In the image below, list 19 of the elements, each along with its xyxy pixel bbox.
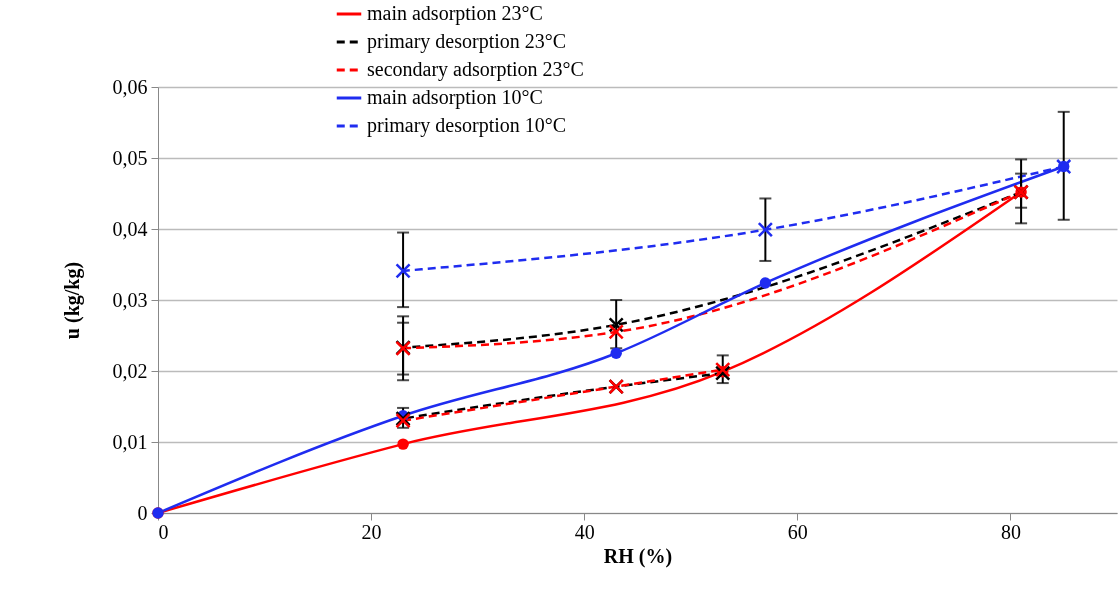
y-tick-label: 0,05 — [112, 146, 148, 169]
x-tick-label: 80 — [1000, 520, 1021, 543]
y-tick-label: 0 — [137, 501, 148, 524]
x-tick-label: 0 — [158, 520, 169, 543]
legend-label: primary desorption 10°C — [367, 114, 567, 137]
y-axis-title: u (kg/kg) — [60, 261, 84, 340]
x-tick-label: 20 — [361, 520, 382, 543]
y-tick-label: 0,04 — [112, 217, 148, 240]
legend-label: main adsorption 23°C — [367, 2, 543, 25]
y-tick-label: 0,03 — [112, 288, 148, 311]
legend-label: main adsorption 10°C — [367, 86, 543, 109]
legend-label: secondary adsorption 23°C — [367, 58, 584, 81]
y-tick-label: 0,01 — [112, 430, 148, 453]
y-tick-label: 0,02 — [112, 359, 148, 382]
x-axis-title: RH (%) — [603, 544, 673, 568]
x-tick-label: 40 — [574, 520, 595, 543]
legend-label: primary desorption 23°C — [367, 30, 567, 53]
x-tick-label: 60 — [787, 520, 808, 543]
y-tick-label: 0,06 — [112, 75, 148, 98]
